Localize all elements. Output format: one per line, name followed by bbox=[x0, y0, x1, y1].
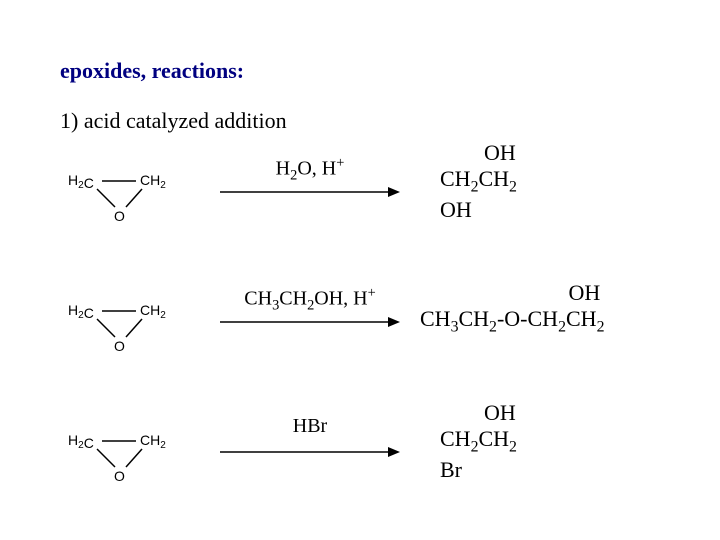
product-line: OH bbox=[440, 197, 517, 223]
product-label: OHCH3CH2-O-CH2CH2 bbox=[420, 280, 604, 337]
slide: epoxides, reactions: 1) acid catalyzed a… bbox=[0, 0, 720, 540]
reaction-arrow bbox=[220, 445, 400, 459]
product-line: Br bbox=[440, 457, 517, 483]
epoxide-left-label: H2C bbox=[68, 172, 94, 191]
epoxide-structure: H2C CH2 O bbox=[60, 167, 190, 227]
product-line: CH2CH2 bbox=[440, 166, 517, 197]
epoxide-oxygen: O bbox=[114, 338, 125, 354]
epoxide-right-label: CH2 bbox=[140, 432, 166, 451]
reactant-epoxide: H2C CH2 O bbox=[60, 427, 190, 487]
page-subtitle: 1) acid catalyzed addition bbox=[60, 108, 287, 134]
arrow-head bbox=[388, 447, 400, 457]
reaction-row-1: H2C CH2 O H2O, H+ OHCH2CH2OH bbox=[60, 155, 660, 245]
epoxide-right-bond bbox=[126, 189, 142, 207]
product-line: OH bbox=[420, 280, 604, 306]
arrow-container bbox=[220, 445, 400, 459]
reactant-epoxide: H2C CH2 O bbox=[60, 167, 190, 227]
reaction-row-2: H2C CH2 O CH3CH2OH, H+ OHCH3CH2-O-CH2CH2 bbox=[60, 285, 660, 375]
epoxide-oxygen: O bbox=[114, 208, 125, 224]
epoxide-left-bond bbox=[97, 449, 115, 467]
product-line: CH2CH2 bbox=[440, 426, 517, 457]
arrow-container bbox=[220, 315, 400, 329]
epoxide-left-bond bbox=[97, 189, 115, 207]
epoxide-right-bond bbox=[126, 319, 142, 337]
epoxide-left-label: H2C bbox=[68, 302, 94, 321]
reaction-row-3: H2C CH2 O HBr OHCH2CH2Br bbox=[60, 415, 660, 505]
epoxide-left-bond bbox=[97, 319, 115, 337]
arrow-head bbox=[388, 187, 400, 197]
reagent-label: CH3CH2OH, H+ bbox=[235, 285, 385, 315]
epoxide-structure: H2C CH2 O bbox=[60, 297, 190, 357]
arrow-head bbox=[388, 317, 400, 327]
epoxide-right-bond bbox=[126, 449, 142, 467]
reagent-label: HBr bbox=[235, 415, 385, 438]
product-line: CH3CH2-O-CH2CH2 bbox=[420, 306, 604, 337]
epoxide-right-label: CH2 bbox=[140, 302, 166, 321]
reaction-arrow bbox=[220, 185, 400, 199]
reagent-label: H2O, H+ bbox=[235, 155, 385, 185]
product-label: OHCH2CH2Br bbox=[440, 400, 517, 483]
product-line: OH bbox=[440, 400, 517, 426]
arrow-container bbox=[220, 185, 400, 199]
reaction-arrow bbox=[220, 315, 400, 329]
reactant-epoxide: H2C CH2 O bbox=[60, 297, 190, 357]
page-title: epoxides, reactions: bbox=[60, 58, 244, 84]
epoxide-right-label: CH2 bbox=[140, 172, 166, 191]
epoxide-structure: H2C CH2 O bbox=[60, 427, 190, 487]
product-line: OH bbox=[440, 140, 517, 166]
epoxide-oxygen: O bbox=[114, 468, 125, 484]
product-label: OHCH2CH2OH bbox=[440, 140, 517, 223]
epoxide-left-label: H2C bbox=[68, 432, 94, 451]
